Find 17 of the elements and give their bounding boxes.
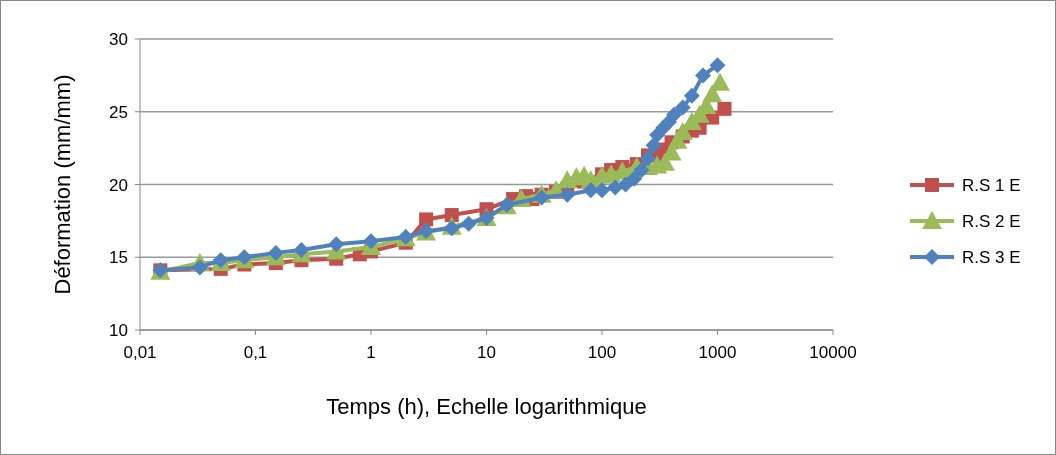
x-tick-label: 0,01 [123,343,157,362]
y-tick-label: 30 [109,30,128,49]
x-tick-label: 100 [587,343,617,362]
x-tick-label: 1 [366,343,376,362]
x-tick-label: 10 [477,343,496,362]
y-tick-label: 20 [109,175,128,195]
y-tick-label: 15 [109,248,128,268]
y-axis-title: Déformation (mm/mm) [50,74,75,295]
x-axis-title: Temps (h), Echelle logarithmique [326,394,647,419]
legend-label: R.S 2 E [962,212,1021,231]
legend-label: R.S 3 E [962,248,1021,267]
legend-label: R.S 1 E [962,176,1021,195]
y-tick-label: 10 [109,321,128,340]
x-tick-label: 10000 [809,343,857,362]
x-tick-label: 0,1 [243,343,268,362]
x-tick-label: 1000 [698,343,737,362]
y-tick-label: 25 [109,102,128,122]
